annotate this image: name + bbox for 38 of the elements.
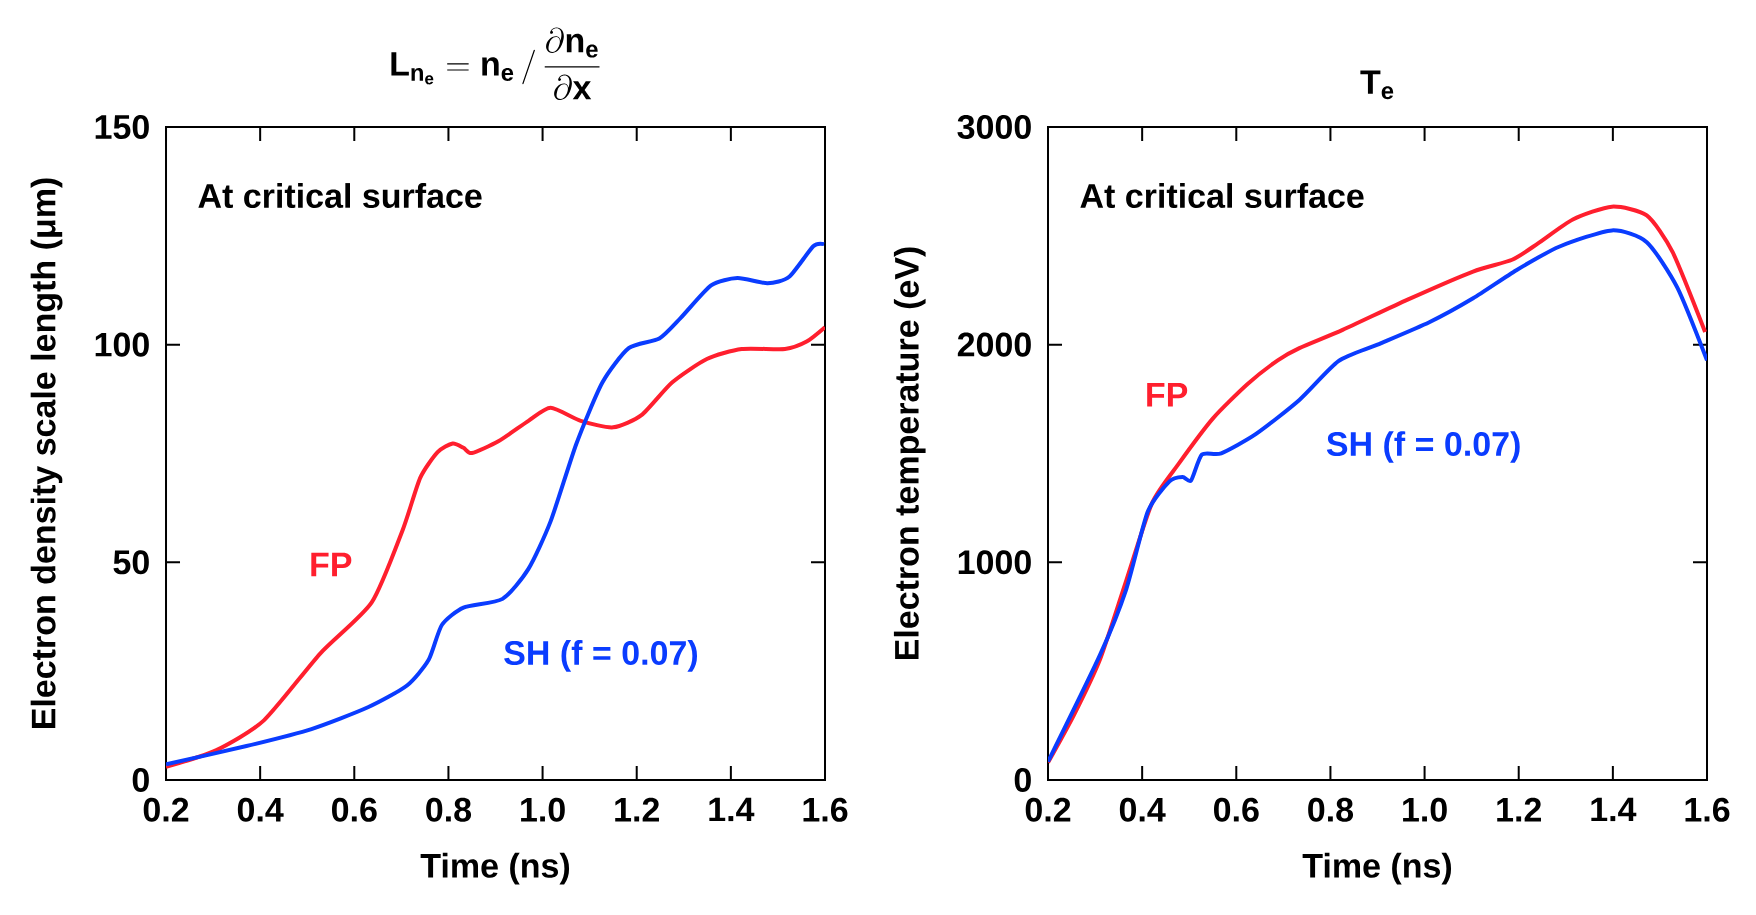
y-tick-label: 0 bbox=[132, 767, 149, 793]
x-tick-label: 1.6 bbox=[803, 797, 848, 822]
y-tick-label: 1000 bbox=[958, 550, 1031, 575]
line-series bbox=[166, 242, 825, 767]
y-tick-label: 150 bbox=[95, 114, 149, 140]
chart-title: T$_{e}$ bbox=[1360, 70, 1394, 100]
x-tick-label: 1.2 bbox=[1497, 797, 1541, 822]
y-tick-label: 3000 bbox=[957, 114, 1031, 140]
x-tick-label: 0.8 bbox=[1308, 797, 1354, 822]
x-axis-title: Time (ns) bbox=[420, 852, 570, 885]
annotation: At critical surface bbox=[198, 183, 482, 209]
x-tick-label: 1.4 bbox=[1591, 797, 1637, 822]
series-label: SH (f = 0.07) bbox=[1326, 431, 1520, 463]
series-label: FP bbox=[1147, 383, 1188, 407]
x-tick-label: 0.2 bbox=[143, 797, 189, 822]
x-tick-label: 0.4 bbox=[237, 797, 284, 822]
x-tick-label: 1.4 bbox=[709, 797, 755, 822]
annotation: At critical surface bbox=[1080, 183, 1364, 209]
x-axis-title: Time (ns) bbox=[1302, 852, 1452, 885]
x-tick-label: 1.0 bbox=[1403, 797, 1447, 822]
chart-title: $\mathbf{L}_{\mathbf{n}_{\mathbf{e}}} = \mathbf{n}_{\mathbf{e}}\,/\,\frac{\partial \mathbf{n}_{\mathbf{e}}}{\partial \mathbf{x}}$ bbox=[391, 27, 600, 100]
line-series bbox=[166, 325, 825, 769]
x-tick-label: 1.2 bbox=[615, 797, 659, 822]
y-axis-title: Electron temperature (eV) bbox=[893, 247, 926, 660]
y-tick-label: 2000 bbox=[957, 332, 1031, 357]
y-tick-label: 100 bbox=[95, 332, 149, 357]
y-tick-label: 50 bbox=[113, 550, 149, 575]
y-tick-label: 0 bbox=[1014, 767, 1031, 793]
y-axis-title: Electron density scale length (μm) bbox=[30, 178, 63, 728]
series-label: SH (f = 0.07) bbox=[504, 640, 698, 672]
x-tick-label: 0.8 bbox=[426, 797, 472, 822]
x-tick-label: 0.6 bbox=[1214, 797, 1259, 822]
x-tick-label: 1.6 bbox=[1685, 797, 1730, 822]
x-tick-label: 0.4 bbox=[1119, 797, 1166, 822]
x-tick-label: 0.2 bbox=[1025, 797, 1071, 822]
x-tick-label: 1.0 bbox=[521, 797, 565, 822]
series-label: FP bbox=[311, 552, 352, 577]
x-tick-label: 0.6 bbox=[332, 797, 377, 822]
